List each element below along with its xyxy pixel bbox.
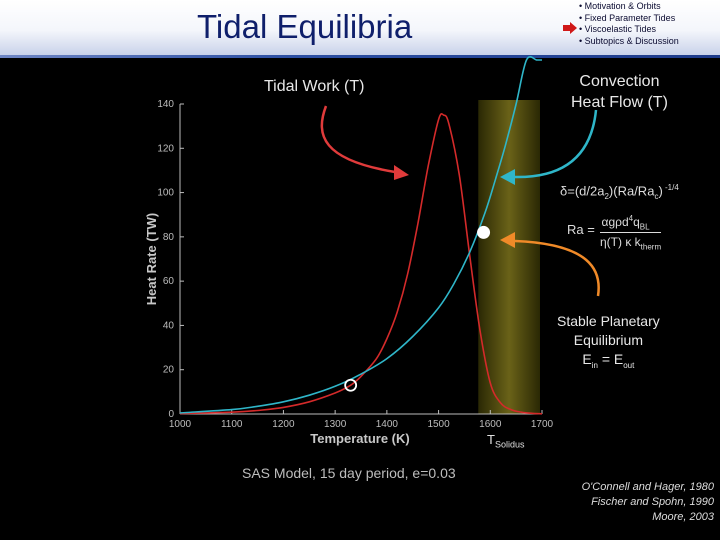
stable-line2: Equilibrium <box>573 332 643 348</box>
y-tick-label: 100 <box>157 188 174 199</box>
stability-arrow <box>514 239 600 297</box>
solidus-sub: Solidus <box>494 439 525 450</box>
delta-sub2: c <box>654 191 659 201</box>
y-tick-label: 80 <box>163 232 175 243</box>
x-tick-label: 1000 <box>169 419 192 430</box>
ein: E <box>582 351 592 367</box>
y-tick-label: 0 <box>168 409 174 420</box>
rayleigh-numerator: αgρd4qBL <box>600 214 662 234</box>
x-tick-label: 1600 <box>479 419 502 430</box>
eout-sub: out <box>623 360 635 370</box>
slide-title: Tidal Equilibria <box>197 8 413 45</box>
ra-num-qsub: BL <box>639 222 650 232</box>
x-tick-label: 1500 <box>427 419 450 430</box>
delta-main: δ=(d/2a <box>560 183 605 199</box>
x-tick-label: 1700 <box>531 419 554 430</box>
chart-ticks: 1000 1100 1200 1300 1400 1500 1600 1700 0 20 40 60 8… <box>157 99 553 430</box>
outline-item-fixed-parameter[interactable]: Fixed Parameter Tides <box>579 13 679 25</box>
rayleigh-lhs: Ra = <box>567 222 595 237</box>
y-axis-label: Heat Rate (TW) <box>144 213 159 305</box>
ra-num-exp: 4 <box>628 214 634 223</box>
x-tick-label: 1100 <box>221 419 243 430</box>
ra-den-sub: therm <box>640 242 662 252</box>
y-tick-label: 40 <box>163 320 175 331</box>
chart-markers <box>344 225 491 392</box>
convection-label-line2: Heat Flow (T) <box>571 94 668 111</box>
convection-label-line1: Convection <box>579 73 660 90</box>
ra-num-q: q <box>633 215 640 229</box>
convection-label: Convection Heat Flow (T) <box>571 71 668 113</box>
ein-sub: in <box>591 360 598 370</box>
y-tick-label: 140 <box>157 99 174 110</box>
topic-outline: Motivation & Orbits Fixed Parameter Tide… <box>579 1 679 47</box>
solidus-shaded-region <box>478 100 540 414</box>
series-line-convection <box>179 55 542 414</box>
rayleigh-denominator: η(T) κ ktherm <box>600 233 661 251</box>
stable-equilibrium-label: Stable Planetary Equilibrium Ein = Eout <box>557 312 660 375</box>
stable-energy-balance: Ein = Eout <box>557 350 660 375</box>
x-tick-label: 1400 <box>376 419 399 430</box>
convection-arrow <box>514 109 598 179</box>
eq-eout: = E <box>597 351 624 367</box>
stable-line1: Stable Planetary <box>557 313 660 329</box>
solidus-label: TSolidus <box>487 432 524 450</box>
outline-item-subtopics[interactable]: Subtopics & Discussion <box>579 36 679 48</box>
chart-series <box>179 55 543 415</box>
tidal-work-label: Tidal Work (T) <box>264 78 365 95</box>
delta-exp: -1/4 <box>662 183 679 192</box>
ra-den-main: η(T) κ k <box>600 235 641 250</box>
x-tick-label: 1300 <box>324 419 347 430</box>
series-line-tidal-work <box>179 113 543 415</box>
tidal-arrow <box>320 105 396 174</box>
stability-arrow-head <box>500 232 515 248</box>
tidal-arrow-head <box>394 165 409 180</box>
outline-item-viscoelastic[interactable]: Viscoelastic Tides <box>579 24 679 36</box>
delta-sub: 2 <box>604 191 609 201</box>
outline-item-motivation[interactable]: Motivation & Orbits <box>579 1 679 13</box>
convection-arrow-head <box>500 169 515 185</box>
chart-axes <box>179 104 542 415</box>
header-divider <box>0 55 720 58</box>
y-tick-label: 20 <box>163 365 175 376</box>
marker-unstable-equilibrium <box>344 378 358 392</box>
y-tick-label: 120 <box>157 143 174 154</box>
y-tick-label: 60 <box>163 276 175 287</box>
solidus-t: T <box>487 432 495 447</box>
model-caption: SAS Model, 15 day period, e=0.03 <box>242 465 456 481</box>
ra-num-main: αgρd <box>601 215 629 229</box>
delta-mid: )(Ra/Ra <box>608 183 655 199</box>
marker-stable-equilibrium <box>477 225 491 239</box>
delta-end: ) <box>658 183 663 199</box>
reference-item: Moore, 2003 <box>652 511 714 523</box>
rayleigh-fraction: αgρd4qBL η(T) κ ktherm <box>600 214 662 252</box>
boundary-layer-formula: δ=(d/2a2)(Ra/Rac) -1/4 <box>560 183 679 201</box>
x-tick-label: 1200 <box>272 419 295 430</box>
x-axis-label: Temperature (K) <box>310 431 409 446</box>
rayleigh-label: Ra = <box>567 222 595 237</box>
current-topic-arrow-icon <box>563 22 577 34</box>
references: O'Connell and Hager, 1980 Fischer and Sp… <box>560 480 714 525</box>
reference-item: O'Connell and Hager, 1980 <box>581 481 714 493</box>
reference-item: Fischer and Spohn, 1990 <box>591 496 714 508</box>
